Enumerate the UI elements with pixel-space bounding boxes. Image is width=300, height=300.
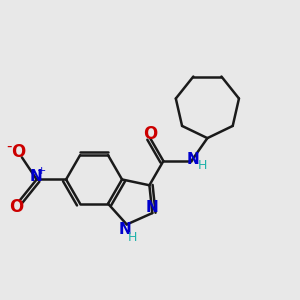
Text: N: N xyxy=(186,152,199,167)
Text: H: H xyxy=(128,231,137,244)
Text: O: O xyxy=(9,197,23,215)
Text: N: N xyxy=(119,222,132,237)
Text: N: N xyxy=(146,200,159,215)
Text: O: O xyxy=(143,125,157,143)
Text: H: H xyxy=(198,159,207,172)
Text: O: O xyxy=(11,143,26,161)
Text: +: + xyxy=(37,166,46,176)
Text: N: N xyxy=(30,169,42,184)
Text: -: - xyxy=(6,139,11,154)
